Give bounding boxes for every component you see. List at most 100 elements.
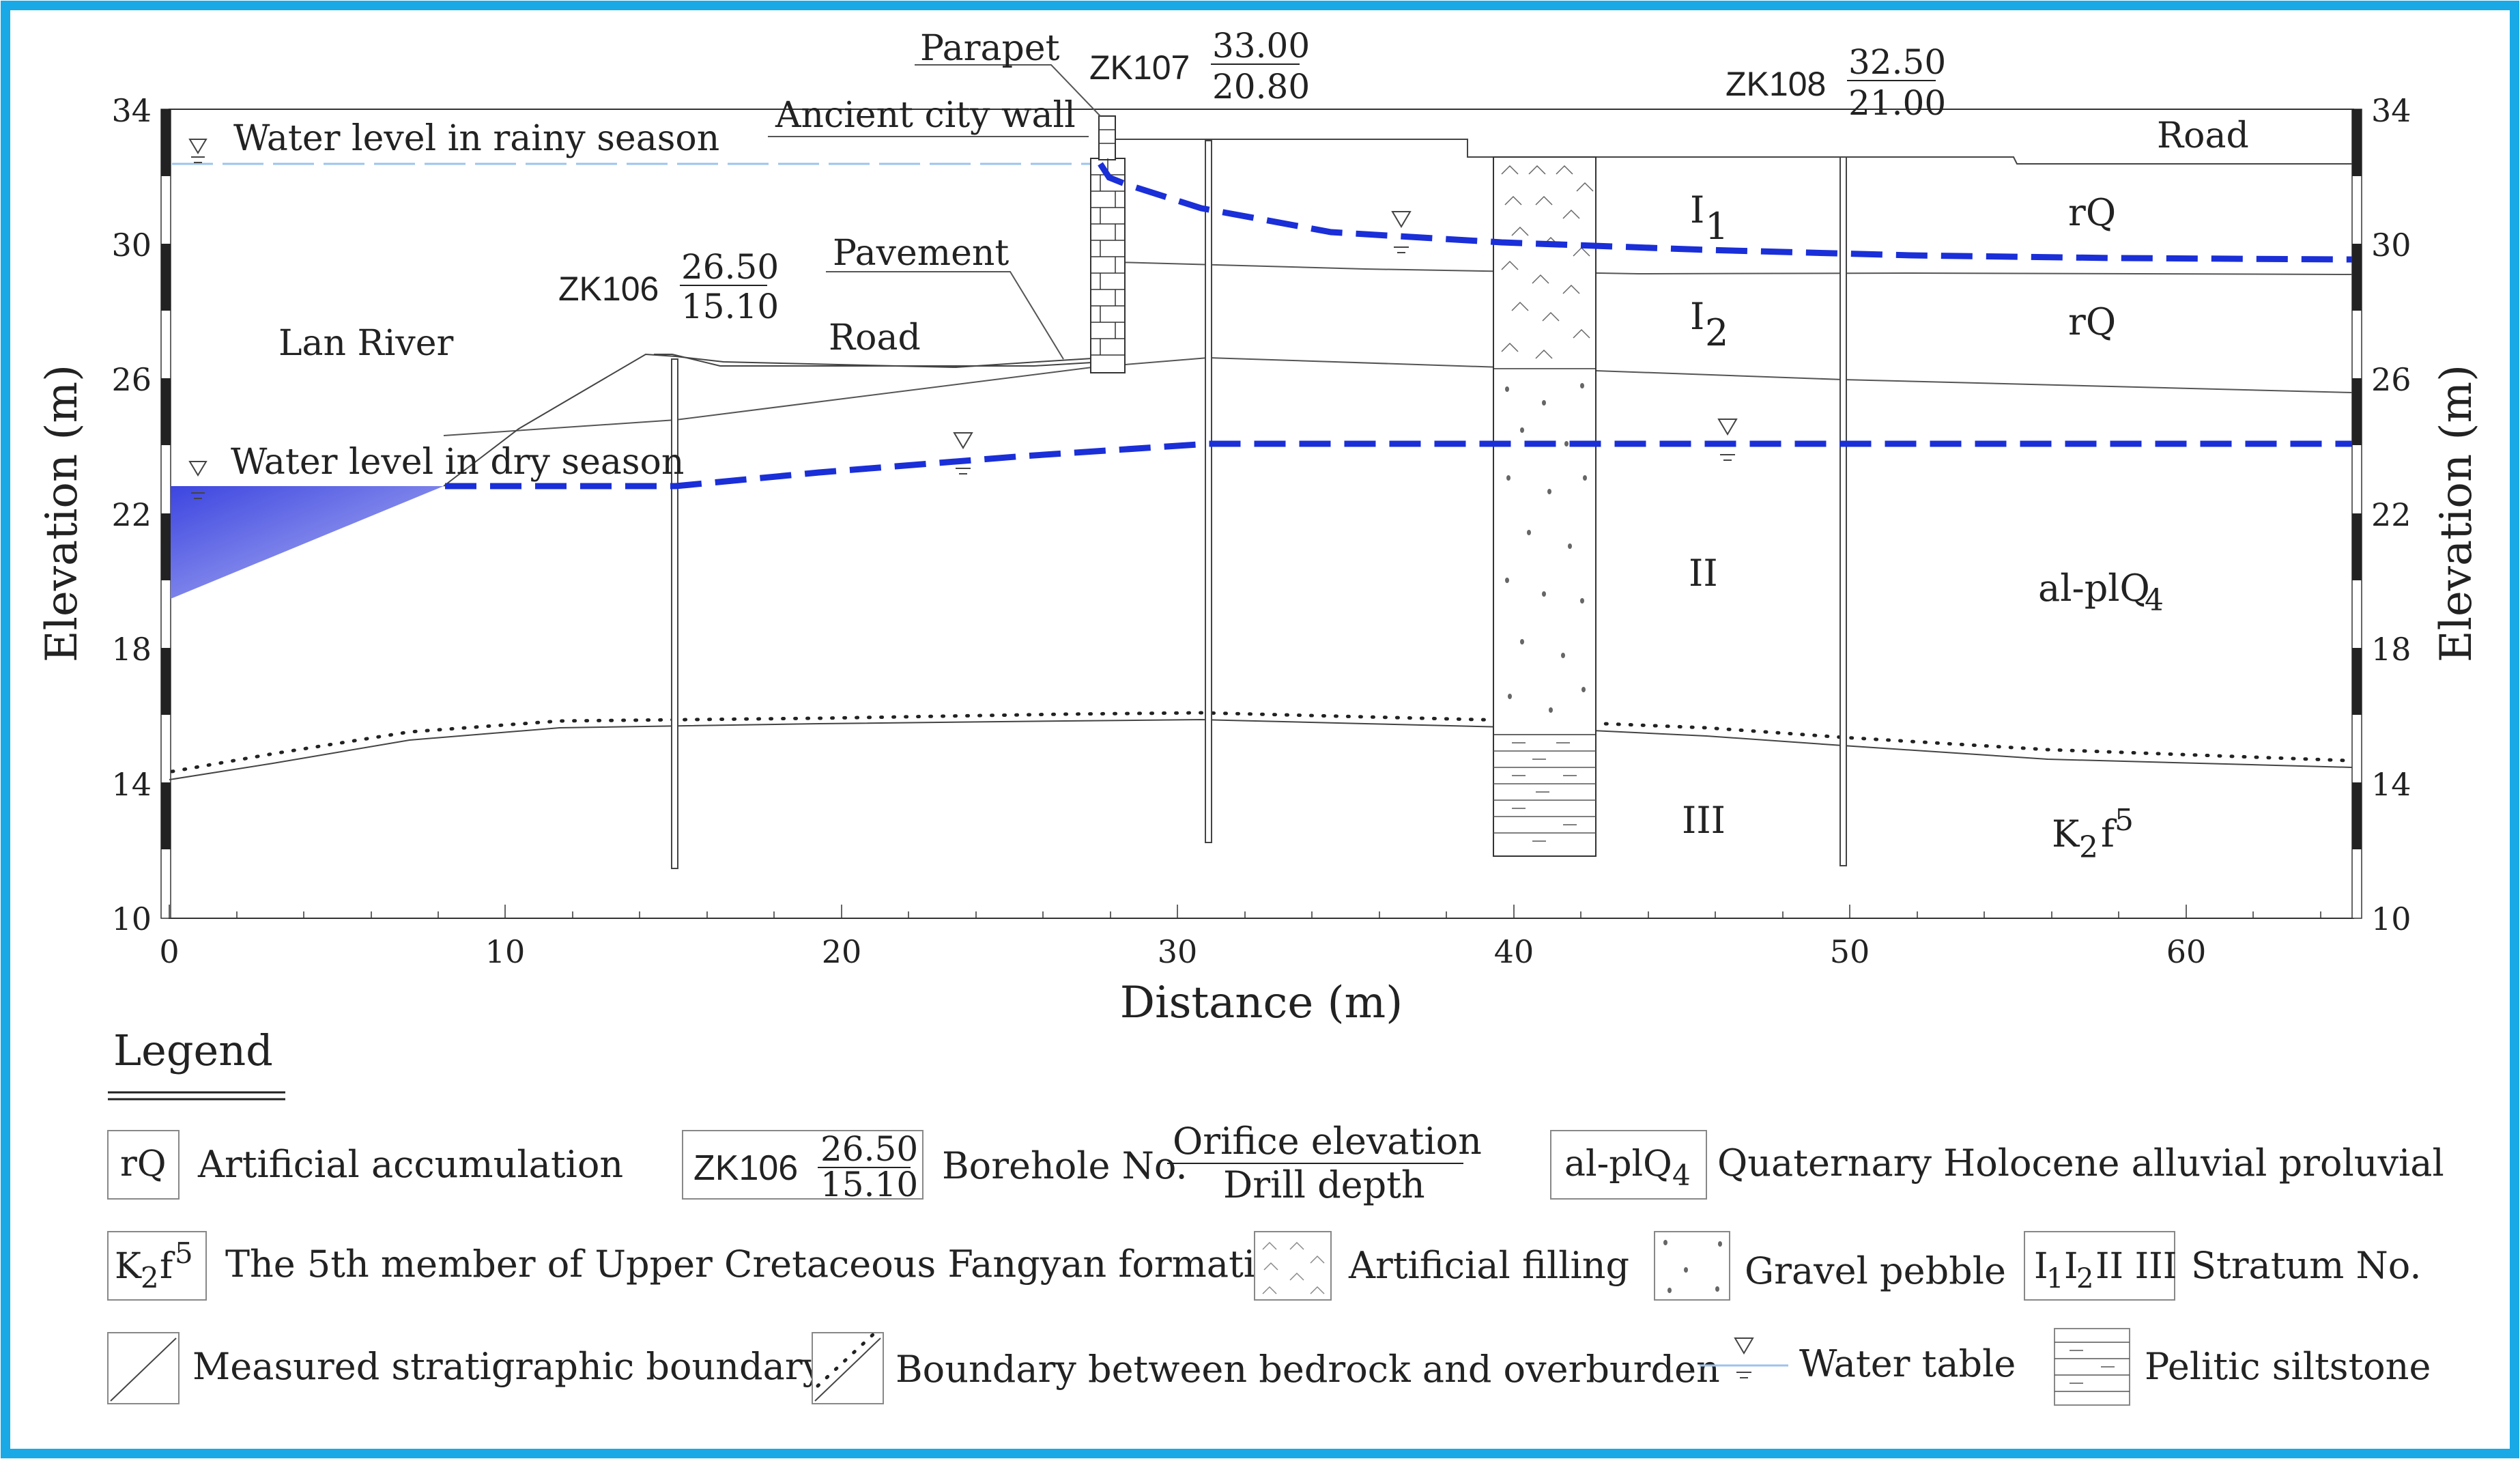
borehole-id: ZK108: [1726, 65, 1826, 103]
x-tick-labels: 0 10 20 30 40 50 60: [159, 933, 2206, 970]
legend-borehole-symbol-box: [682, 1130, 923, 1200]
stratum-numeral: I: [1690, 295, 1704, 338]
y-tick-labels-right: 10 14 18 22 26 30 34: [2371, 92, 2411, 937]
y-tick-label: 10: [111, 901, 152, 937]
legend-water-table-swatch: [1700, 1337, 1788, 1378]
x-tick-label: 20: [822, 933, 862, 970]
borehole-label-ZK107: ZK107 33.00 20.80: [1089, 26, 1310, 107]
legend-stratum-rest: II III: [2095, 1246, 2177, 1287]
drill-depth: 20.80: [1212, 67, 1310, 107]
y-tick-label: 22: [2371, 496, 2411, 533]
y-tick-label: 34: [111, 92, 152, 129]
borehole-ZK107: [1205, 140, 1212, 843]
water-table-lower: [445, 440, 2352, 490]
x-axis-title: Distance (m): [1120, 978, 1403, 1028]
legend-rQ-symbol-box: [107, 1130, 180, 1200]
legend-alpl-label: Quaternary Holocene alluvial proluvial: [1717, 1142, 2444, 1185]
rainy-season-label: Water level in rainy season: [233, 118, 719, 159]
water-table-icon: [953, 432, 973, 474]
pavement-label: Pavement: [833, 233, 1009, 274]
ground-surface-left: [443, 353, 1093, 487]
lan-river-label: Lan River: [278, 323, 453, 364]
legend-k2f-f: f: [160, 1246, 175, 1287]
road-label-left: Road: [829, 317, 921, 358]
legend-stratum-sub2: 2: [2076, 1263, 2093, 1294]
legend-borehole-bottom-label: Drill depth: [1223, 1163, 1425, 1206]
pavement-leader: [826, 271, 1064, 360]
legend-k2f-sub: 2: [141, 1261, 159, 1294]
x-tick-label: 30: [1158, 933, 1198, 970]
rQ-label-lower: rQ: [2068, 300, 2116, 343]
legend-borehole-top: 26.50: [820, 1129, 918, 1169]
y-tick-labels-left: 10 14 18 22 26 30 34: [111, 92, 152, 937]
legend-k2f-label: The 5th member of Upper Cretaceous Fangy…: [225, 1243, 1301, 1286]
gravel-pebble-pattern: [1505, 383, 1587, 713]
dry-season-label: Water level in dry season: [231, 442, 684, 483]
rQ-label-upper: rQ: [2068, 191, 2116, 234]
y-tick-label: 18: [2371, 631, 2411, 668]
alpl-Q4-label: al-plQ 4: [2038, 567, 2164, 618]
borehole-ZK108: [1839, 156, 1847, 866]
y-tick-label: 14: [111, 766, 152, 803]
legend-borehole-prefix: Borehole No.: [942, 1144, 1188, 1187]
legend-artificial-filling-label: Artificial filling: [1348, 1244, 1629, 1287]
x-tick-label: 0: [159, 933, 179, 970]
legend-alpl-symbol-sub: 4: [1672, 1159, 1691, 1192]
stratum-subscript: 2: [1705, 311, 1728, 354]
river-water-body: [171, 486, 444, 599]
drill-depth: 21.00: [1848, 83, 1946, 123]
legend-bedrock-label: Boundary between bedrock and overburden: [896, 1348, 1720, 1391]
stratum-label-III: III: [1682, 799, 1726, 842]
y-tick-label: 14: [2371, 766, 2411, 803]
stratum-label-I2: I 2: [1690, 295, 1728, 354]
k2f-K: K: [2052, 812, 2080, 855]
stratum-label-II: II: [1689, 552, 1718, 595]
water-table-icon: [188, 139, 207, 163]
legend-stratum-label: Stratum No.: [2191, 1244, 2422, 1287]
parapet-leader: [915, 64, 1101, 117]
legend-borehole-bottom: 15.10: [820, 1165, 918, 1204]
legend-borehole-id: ZK106: [693, 1148, 798, 1188]
water-table-upper: [1098, 162, 2353, 263]
borehole-column: [1493, 156, 1597, 857]
right-elevation-ruler: [2351, 109, 2362, 919]
y-tick-label: 10: [2371, 901, 2411, 937]
x-tick-label: 60: [2166, 933, 2207, 970]
x-axis-ticks: [169, 905, 2321, 918]
y-tick-label: 26: [2371, 361, 2411, 398]
y-axis-title-right: Elevation (m): [2431, 365, 2482, 662]
x-tick-label: 10: [485, 933, 526, 970]
legend-stratum-sub1: 1: [2046, 1263, 2063, 1294]
y-tick-label: 22: [111, 496, 152, 533]
stratum-boundary-I1-I2: [1116, 261, 2353, 275]
legend-borehole-top-label: Orifice elevation: [1173, 1120, 1482, 1163]
y-tick-label: 34: [2371, 92, 2411, 129]
alpl-subscript: 4: [2145, 583, 2164, 618]
alpl-main: al-plQ: [2038, 567, 2150, 610]
orifice-elevation: 26.50: [681, 247, 779, 287]
k2f5-label: K 2 f 5: [2052, 803, 2134, 865]
water-table-icon: [1391, 211, 1412, 253]
legend-gravel-pattern: [1663, 1240, 1722, 1293]
pelitic-siltstone-pattern: [1493, 742, 1596, 842]
legend-rQ-label: Artificial accumulation: [197, 1143, 623, 1186]
legend-stratum-symbol-box: [2024, 1231, 2175, 1301]
plot-area: [169, 109, 2354, 919]
stratum-numeral: I: [1690, 188, 1704, 231]
y-tick-label: 18: [111, 631, 152, 668]
stratum-subscript: 1: [1705, 205, 1728, 248]
left-elevation-ruler: [160, 109, 171, 919]
legend-k2f-sup: 5: [175, 1236, 193, 1270]
legend-water-table-label: Water table: [1799, 1342, 2016, 1385]
artificial-filling-pattern: [1501, 165, 1594, 359]
y-tick-label: 26: [111, 361, 152, 398]
legend-siltstone-label: Pelitic siltstone: [2145, 1345, 2431, 1388]
road-surface-left: [654, 354, 1093, 367]
k2f-subscript: 2: [2079, 830, 2098, 865]
borehole-label-ZK106: ZK106 26.50 15.10: [558, 247, 779, 326]
y-tick-label: 30: [2371, 227, 2411, 264]
k2f-superscript: 5: [2115, 803, 2134, 838]
legend-stratum-I2: I: [2064, 1246, 2078, 1287]
